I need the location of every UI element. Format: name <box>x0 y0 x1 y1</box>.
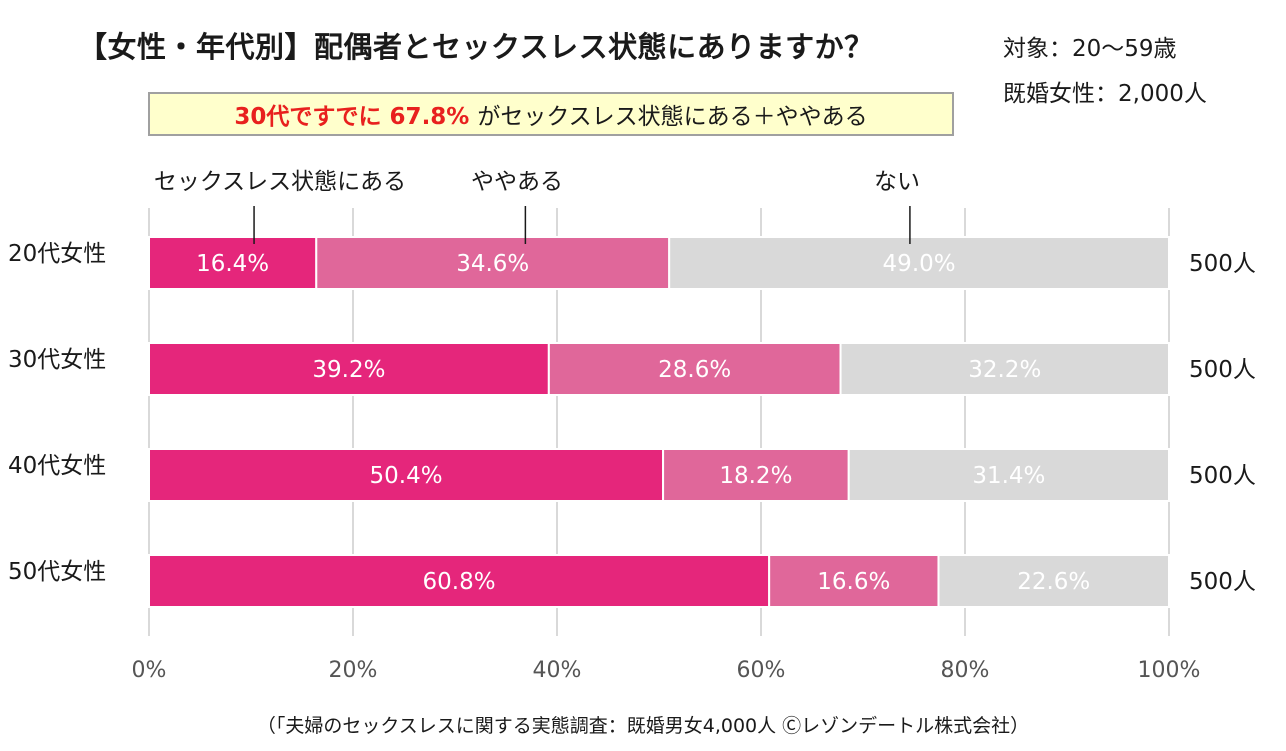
bar-value-label: 31.4% <box>972 463 1045 489</box>
bar-value-label: 50.4% <box>370 463 443 489</box>
legend-label: ややある <box>471 169 563 195</box>
sample-size-label: 500人 <box>1189 463 1256 489</box>
legend-label: セックスレス状態にある <box>154 169 406 195</box>
bar-value-label: 16.6% <box>817 569 890 595</box>
category-label: 20代女性 <box>8 241 106 267</box>
category-label: 50代女性 <box>8 559 106 585</box>
bar-value-label: 60.8% <box>423 569 496 595</box>
bar-value-label: 49.0% <box>883 251 956 277</box>
x-tick-label: 60% <box>737 658 786 683</box>
legend-label: ない <box>874 169 920 195</box>
x-tick-label: 0% <box>132 658 167 683</box>
bar-value-label: 28.6% <box>658 357 731 383</box>
category-label: 40代女性 <box>8 453 106 479</box>
sample-size-label: 500人 <box>1189 569 1256 595</box>
x-tick-label: 40% <box>533 658 582 683</box>
x-tick-label: 20% <box>329 658 378 683</box>
bar-value-label: 16.4% <box>196 251 269 277</box>
sample-size-label: 500人 <box>1189 357 1256 383</box>
source-note: （「夫婦のセックスレスに関する実態調査：既婚男女4,000人 Ⓒレゾンデートル株… <box>0 711 1286 738</box>
x-tick-label: 80% <box>941 658 990 683</box>
bar-value-label: 18.2% <box>719 463 792 489</box>
bar-value-label: 32.2% <box>968 357 1041 383</box>
category-label: 30代女性 <box>8 347 106 373</box>
sample-size-label: 500人 <box>1189 251 1256 277</box>
bar-value-label: 39.2% <box>312 357 385 383</box>
stacked-bar-chart: 0% 20% 40% 60% 80% 100% 16.4% 34.6% 49.0% 20代女性 50… <box>0 0 1286 751</box>
bar-value-label: 34.6% <box>456 251 529 277</box>
bar-value-label: 22.6% <box>1017 569 1090 595</box>
x-tick-label: 100% <box>1138 658 1201 683</box>
